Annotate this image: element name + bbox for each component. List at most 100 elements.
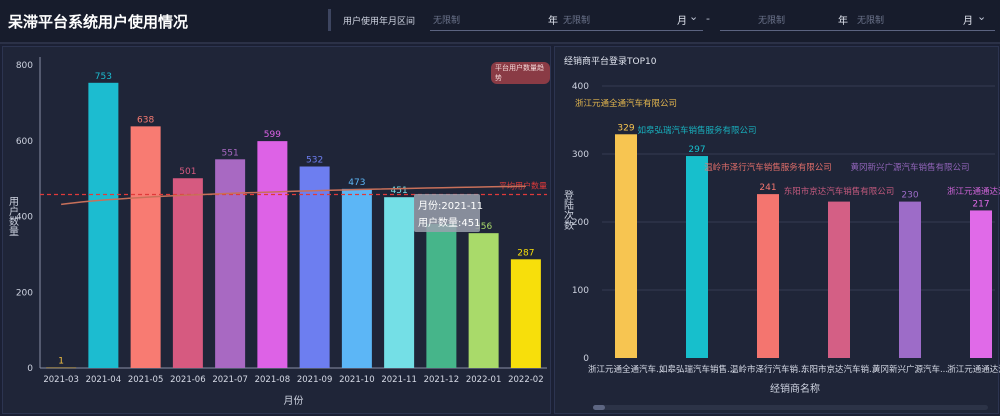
bar (828, 201, 850, 358)
y-tick-label: 100 (572, 286, 589, 296)
start-month-select[interactable]: 无限制 月 ⌄ (560, 8, 703, 31)
x-tick-label: 温岭市泽行汽车销... (730, 364, 806, 375)
bar-name-label: 东阳市京达汽车销售有限公司 (784, 186, 895, 197)
x-tick-label: 2021-06 (170, 375, 206, 385)
bar-value-label: 241 (759, 183, 776, 193)
x-tick-label: 2021-11 (381, 375, 417, 385)
bar (88, 82, 119, 369)
date-range-label: 用户使用年月区间 (343, 17, 416, 27)
x-axis-title: 经销商名称 (770, 382, 820, 395)
end-month-select[interactable]: 无限制 月 ⌄ (850, 8, 995, 31)
end-year-placeholder: 无限制 (758, 16, 786, 26)
x-tick-label: 东阳市京达汽车销... (801, 364, 877, 375)
bar-value-label: 753 (95, 72, 112, 82)
bar (468, 233, 499, 368)
start-year-unit: 年 (548, 16, 558, 27)
y-tick-label: 600 (16, 137, 33, 147)
bar (426, 224, 457, 368)
y-tick-label: 300 (572, 150, 589, 160)
bar-value-label: 501 (179, 167, 196, 177)
start-year-select[interactable]: 无限制 年 (430, 8, 560, 31)
x-tick-label: 2021-12 (424, 375, 460, 385)
tooltip-box (414, 194, 480, 232)
x-tick-label: 2021-07 (212, 375, 248, 385)
bar (615, 134, 637, 358)
bar-name-label: 黄冈新兴广源汽车销售有限公司 (850, 162, 969, 173)
bar-value-label: 356 (475, 222, 492, 232)
y-tick-label: 400 (16, 213, 33, 223)
bar-name-label: 温岭市泽行汽车销售服务有限公司 (704, 162, 832, 173)
page-title: 呆滞平台系统用户使用情况 (8, 13, 189, 31)
x-tick-label: 黄冈新兴广源汽车... (872, 364, 948, 375)
y-tick-label: 200 (16, 288, 33, 298)
start-month-placeholder: 无限制 (563, 16, 591, 26)
bar (46, 367, 77, 369)
bar (757, 194, 779, 358)
y-axis-title: 登陆次数 (562, 189, 574, 231)
y-tick-label: 0 (583, 354, 589, 364)
bar-value-label: 599 (264, 130, 281, 140)
bar-value-label: 551 (222, 148, 239, 158)
bar-value-label: 287 (517, 248, 534, 258)
x-tick-label: 浙江元通通达汽... (947, 364, 1000, 375)
start-year-placeholder: 无限制 (433, 16, 461, 26)
bar (899, 201, 921, 358)
x-tick-label: 2021-05 (128, 375, 164, 385)
x-tick-label: 2021-03 (43, 375, 79, 385)
x-tick-label: 如皋弘瑞汽车销售... (659, 364, 735, 375)
x-tick-label: 2021-08 (255, 375, 291, 385)
bar-value-label: 473 (348, 178, 365, 188)
tooltip-count: 用户数量:451 (418, 216, 480, 229)
y-tick-label: 800 (16, 61, 33, 71)
y-axis-title: 用户数量 (7, 196, 19, 236)
title-divider (328, 9, 331, 31)
end-year-select[interactable]: 无限制 年 (720, 8, 850, 31)
bar (341, 188, 372, 368)
x-tick-label: 2022-01 (466, 375, 502, 385)
bar-name-label: 如皋弘瑞汽车销售服务有限公司 (637, 125, 756, 136)
bar-value-label: 217 (972, 199, 989, 209)
y-tick-label: 400 (572, 82, 589, 92)
bar (299, 166, 330, 368)
chevron-down-icon[interactable]: ⌄ (689, 10, 699, 23)
chart-scrollbar[interactable] (593, 405, 988, 410)
end-month-unit: 月 (963, 16, 973, 27)
start-month-unit: 月 (677, 16, 687, 27)
y-tick-label: 0 (27, 364, 33, 374)
bar-value-label: 297 (688, 145, 705, 155)
end-year-unit: 年 (838, 16, 848, 27)
x-axis-title: 月份 (284, 395, 304, 407)
bar-name-label: 浙江元通全通汽车有限公司 (575, 98, 677, 109)
x-tick-label: 浙江元通全通汽车... (588, 364, 664, 375)
tooltip-month: 月份:2021-11 (418, 200, 483, 212)
bar-value-label: 638 (137, 115, 154, 125)
dealer-top10-title: 经销商平台登录TOP10 (564, 57, 657, 67)
bar-value-label: 451 (391, 186, 408, 196)
x-tick-label: 2021-09 (297, 375, 333, 385)
bar (257, 141, 288, 368)
bar-value-label: 1 (58, 357, 64, 367)
range-dash: - (706, 12, 710, 25)
scrollbar-thumb[interactable] (593, 405, 605, 410)
y-tick-label: 200 (572, 218, 589, 228)
chevron-down-icon[interactable]: ⌄ (977, 10, 987, 23)
bar (384, 197, 415, 368)
bar (510, 259, 541, 368)
x-tick-label: 2022-02 (508, 375, 544, 385)
legend-trend-badge[interactable]: 平台用户数量趋势 (491, 62, 550, 84)
bar (172, 178, 203, 368)
bar (130, 126, 161, 368)
x-tick-label: 2021-10 (339, 375, 375, 385)
end-month-placeholder: 无限制 (857, 16, 885, 26)
bar-value-label: 532 (306, 156, 323, 166)
bar-value-label: 329 (617, 123, 634, 133)
bar-name-label: 浙江元通通达汽车 (947, 186, 1000, 197)
bar (970, 210, 992, 358)
header-divider (0, 42, 1000, 44)
bar (686, 156, 708, 358)
bar-value-label: 230 (901, 191, 918, 201)
top-bar: 呆滞平台系统用户使用情况 用户使用年月区间 无限制 年 无限制 月 ⌄ - 无限… (0, 0, 1000, 42)
trend-line (61, 185, 526, 206)
